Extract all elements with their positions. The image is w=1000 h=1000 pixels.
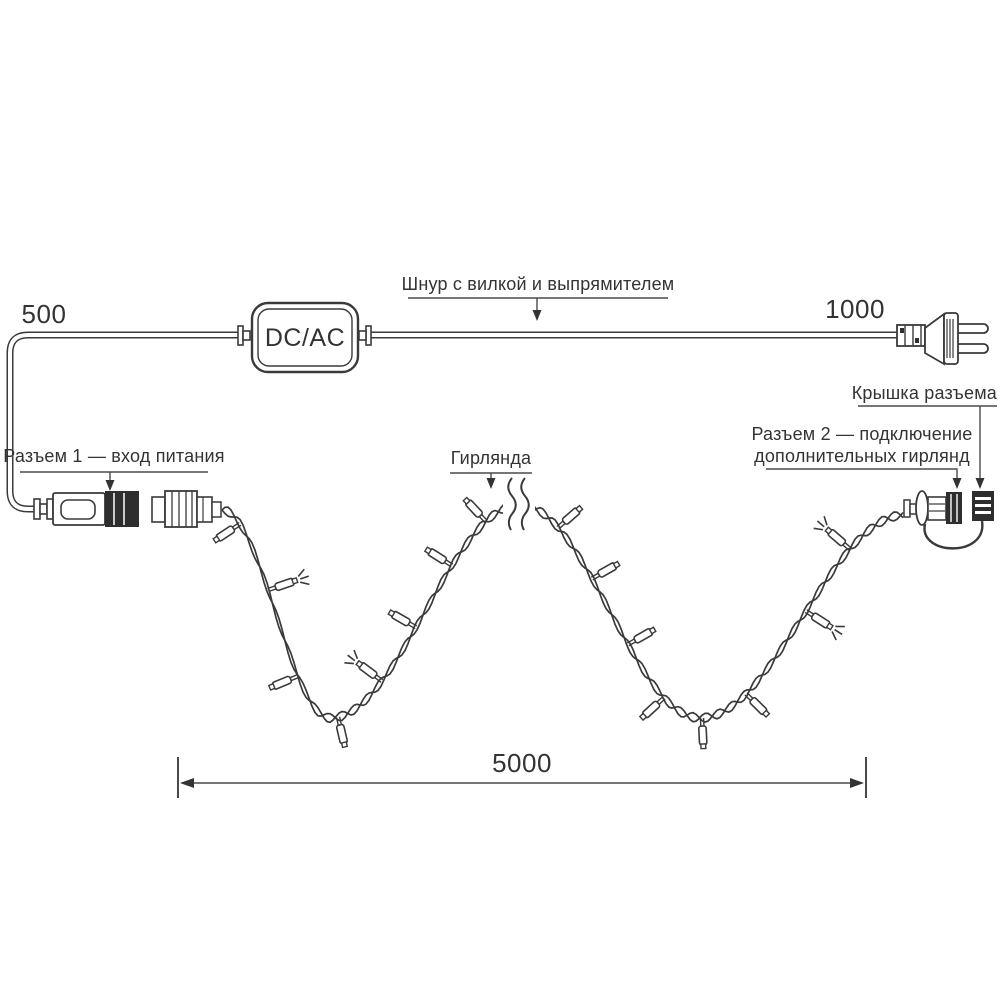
lamp — [804, 609, 845, 641]
cord-label: Шнур с вилкой и выпрямителем — [402, 274, 675, 294]
lamp-rays — [297, 568, 310, 586]
lamp — [590, 560, 621, 581]
lamp — [697, 717, 708, 750]
lamp — [387, 609, 418, 630]
lamp-rays — [344, 649, 359, 665]
power-plug — [896, 312, 989, 366]
cord-leader-arrow — [532, 310, 542, 321]
connector2-ring — [915, 490, 929, 526]
lamp — [212, 521, 242, 544]
garland-label: Гирлянда — [451, 448, 532, 468]
connector2-label-line1: Разъем 2 — подключение — [751, 424, 972, 444]
adapter-grommet-right-neck — [358, 330, 367, 341]
connector1-label: Разъем 1 — вход питания — [3, 446, 224, 466]
connector2-socket — [946, 492, 962, 524]
power-cord — [6, 331, 900, 513]
lamp — [344, 649, 384, 683]
connector2-body — [927, 496, 947, 521]
lamp — [423, 546, 454, 568]
length-1000-label: 1000 — [825, 294, 885, 324]
plug-pin-top — [954, 323, 989, 334]
garland-strand — [221, 501, 904, 723]
plug-body — [924, 312, 959, 366]
connector-cap-part — [972, 491, 994, 521]
connector-2 — [903, 490, 994, 550]
lamp — [462, 496, 488, 523]
adapter-label: DC/AC — [265, 324, 345, 352]
lamp — [267, 673, 299, 691]
plug-pin-bottom — [954, 343, 989, 354]
dimension-5000-value: 5000 — [492, 748, 552, 778]
adapter-grommet-left-neck — [242, 330, 251, 341]
connector1-female — [151, 490, 222, 528]
connector-1 — [33, 490, 222, 528]
lamp — [638, 696, 666, 722]
dimension-5000: 5000 — [177, 748, 867, 798]
lamp — [626, 626, 657, 647]
labels: Шнур с вилкой и выпрямителем 500 1000 Кр… — [3, 274, 998, 491]
dimension-arrow-right — [850, 778, 864, 788]
connector2-label-line2: дополнительных гирлянд — [754, 446, 970, 466]
lamp — [813, 515, 852, 551]
cap-lanyard — [923, 520, 984, 550]
cap-label: Крышка разъема — [852, 383, 998, 403]
cord-left-segment — [6, 331, 240, 513]
length-500-label: 500 — [22, 299, 67, 329]
plug-strain-relief — [896, 324, 926, 347]
cord-left-core — [8, 333, 240, 511]
lamp — [556, 504, 584, 530]
connector2-leader-arrow — [952, 478, 962, 489]
adapter-box: DC/AC — [237, 301, 372, 374]
wire-break-symbol — [503, 476, 535, 536]
connector1-male — [33, 491, 139, 527]
garland-wire — [212, 496, 904, 750]
cap-leader-arrow — [975, 478, 985, 489]
adapter-outline-inner — [257, 308, 353, 367]
garland-leader-arrow — [486, 478, 496, 489]
connector1-leader-arrow — [105, 480, 115, 491]
dimension-arrow-left — [180, 778, 194, 788]
lamp — [267, 568, 310, 593]
lamp-rays — [831, 625, 845, 641]
lamp — [335, 716, 349, 749]
plug-pins — [954, 323, 989, 354]
lamp — [744, 692, 771, 719]
lamp-rays — [813, 515, 828, 531]
